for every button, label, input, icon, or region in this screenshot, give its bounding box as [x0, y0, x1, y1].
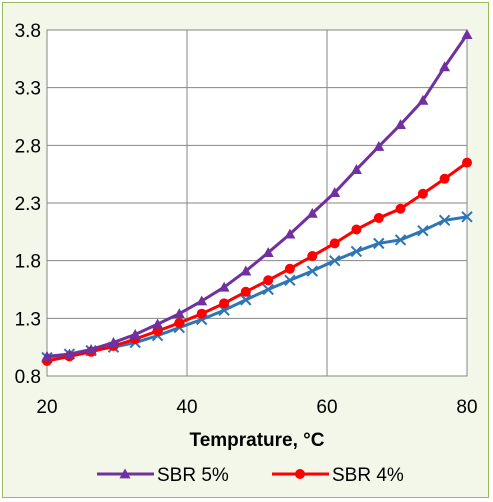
legend-item-sbr-5: SBR 5% — [97, 465, 229, 486]
x-tick-label: 80 — [456, 397, 477, 418]
series-sbr-4-marker — [351, 224, 362, 235]
series-sbr-5-marker — [284, 228, 296, 239]
legend-item-sbr-5-swatch-marker — [119, 468, 131, 479]
series-sbr-5-marker — [196, 295, 208, 306]
y-tick-label: 1.3 — [15, 309, 41, 330]
series-sbr-5-marker — [329, 187, 341, 198]
y-tick-label: 3.8 — [15, 21, 41, 42]
series-sbr-4-marker — [373, 212, 384, 223]
series-sbr-5-marker — [350, 164, 362, 174]
series-sbr-4-marker — [395, 203, 406, 214]
series-sbr-4-marker — [307, 251, 318, 262]
series-unnamed-marker — [306, 265, 319, 277]
series-sbr-5-marker — [41, 350, 53, 361]
series-sbr-4-marker — [174, 317, 185, 328]
legend-item-sbr-4: SBR 4% — [272, 465, 404, 486]
series-sbr-5-marker — [218, 281, 230, 292]
series-unnamed-marker — [262, 283, 274, 296]
y-tick-label: 2.3 — [15, 194, 41, 215]
series-sbr-5-marker — [306, 207, 318, 218]
series-unnamed-marker — [438, 214, 451, 227]
series-unnamed-marker — [350, 245, 363, 258]
series-sbr-5 — [41, 29, 473, 361]
series-sbr-4-marker — [417, 188, 428, 199]
series-sbr-5-marker — [152, 318, 164, 329]
series-sbr-5-marker — [373, 140, 385, 151]
series-sbr-4-marker — [462, 157, 472, 168]
series-sbr-5-marker — [129, 328, 141, 339]
series-sbr-5-marker — [439, 61, 451, 72]
series-sbr-5-marker — [85, 343, 97, 354]
legend-item-sbr-5-label: SBR 5% — [157, 465, 229, 486]
y-tick-label: 3.3 — [15, 79, 41, 100]
series-sbr-4-marker — [240, 286, 251, 297]
x-tick-label: 40 — [176, 397, 197, 418]
x-tick-label: 60 — [316, 397, 337, 418]
series-sbr-5-marker — [240, 265, 252, 276]
x-axis-title: Temprature, °C — [190, 430, 325, 451]
series-sbr-5-marker — [262, 247, 274, 257]
series-unnamed-marker — [417, 224, 429, 237]
series-sbr-4-marker — [329, 238, 340, 249]
series-unnamed-marker — [373, 237, 385, 250]
series-unnamed-marker — [461, 211, 473, 223]
y-tick-label: 0.8 — [15, 367, 41, 388]
series-sbr-5-marker — [108, 337, 119, 347]
y-tick-label: 2.8 — [15, 136, 41, 157]
series-sbr-4-marker — [439, 173, 450, 184]
x-tick-label: 20 — [36, 397, 57, 418]
series-unnamed-marker — [394, 234, 407, 246]
tick-labels: 0.8 1.3 1.8 2.3 2.8 3.3 3.8 20 40 60 80 — [15, 21, 478, 418]
series-sbr-4-marker — [263, 275, 274, 286]
legend-item-sbr-4-swatch-marker — [295, 469, 305, 479]
series-sbr-4-marker — [219, 298, 230, 309]
legend-item-sbr-4-label: SBR 4% — [332, 465, 404, 486]
legend: SBR 5% SBR 4% — [97, 465, 404, 486]
series-unnamed-marker — [284, 274, 296, 286]
series-unnamed-marker — [240, 294, 252, 306]
series-sbr-5-marker — [63, 348, 75, 359]
series-sbr-5-marker — [395, 119, 406, 129]
series-layer — [41, 29, 473, 367]
y-tick-label: 1.8 — [15, 252, 41, 273]
series-sbr-5-marker — [173, 308, 185, 319]
series-unnamed-marker — [328, 254, 341, 267]
series-sbr-4-marker — [152, 326, 163, 337]
series-sbr-4-marker — [284, 263, 295, 274]
series-sbr-5-marker — [417, 94, 429, 105]
series-sbr-5-marker — [461, 29, 473, 40]
series-sbr-4-marker — [196, 308, 207, 319]
